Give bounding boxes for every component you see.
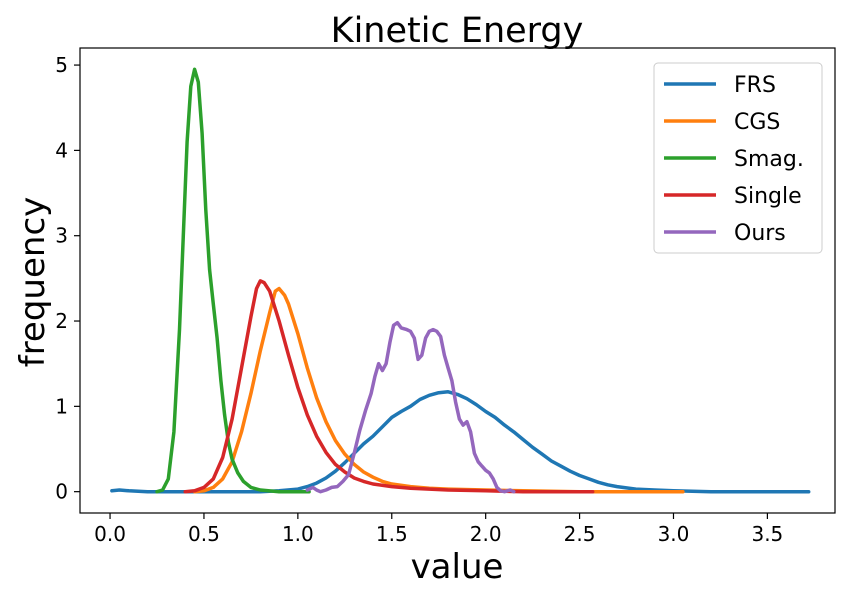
x-tick-label: 0.5	[188, 522, 220, 546]
y-tick-label: 4	[55, 138, 68, 162]
legend-label-ours: Ours	[734, 221, 786, 246]
y-tick-label: 0	[55, 480, 68, 504]
legend-frame	[653, 62, 823, 254]
x-tick-label: 1.5	[376, 522, 408, 546]
y-tick-label: 2	[55, 309, 68, 333]
y-tick-label: 1	[55, 394, 68, 418]
y-axis: 0 1 2 3 4 5	[55, 53, 80, 504]
series-line-ours	[305, 320, 516, 494]
x-tick-label: 3.5	[751, 522, 783, 546]
x-axis-label: value	[411, 547, 504, 587]
legend: FRS CGS Smag. Single Ours	[653, 62, 823, 254]
y-tick-label: 5	[55, 53, 68, 77]
chart-title: Kinetic Energy	[331, 11, 584, 51]
legend-label-frs: FRS	[734, 73, 776, 98]
legend-label-single: Single	[734, 184, 802, 209]
plot-area	[79, 47, 836, 514]
x-tick-label: 2.5	[564, 522, 596, 546]
y-axis-label: frequency	[13, 197, 53, 368]
x-tick-label: 0.0	[94, 522, 126, 546]
legend-label-smag: Smag.	[734, 147, 804, 172]
x-tick-label: 2.0	[470, 522, 502, 546]
plot-frame	[79, 47, 836, 514]
series-line-cgs	[192, 286, 685, 494]
series-line-frs	[110, 390, 811, 494]
series-layer	[110, 67, 811, 494]
legend-label-cgs: CGS	[734, 110, 780, 135]
x-tick-label: 3.0	[658, 522, 690, 546]
x-tick-label: 1.0	[282, 522, 314, 546]
series-line-single	[183, 279, 595, 494]
x-axis: 0.0 0.5 1.0 1.5 2.0 2.5 3.0 3.5	[94, 513, 783, 546]
y-tick-label: 3	[55, 224, 68, 248]
series-line-smag	[155, 67, 311, 494]
